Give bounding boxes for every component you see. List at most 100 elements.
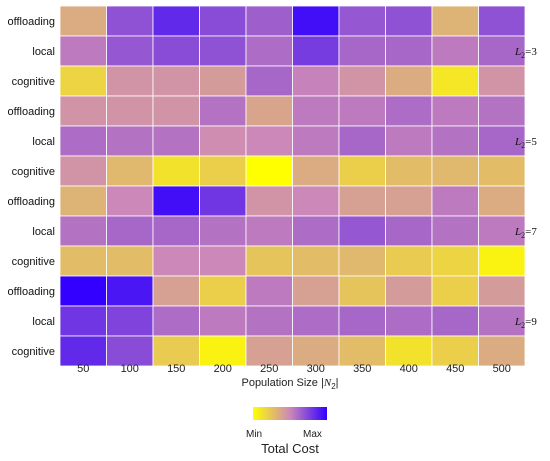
heatmap-cell [199, 125, 247, 157]
heatmap-cell [199, 95, 247, 127]
heatmap-cell [478, 125, 526, 157]
heatmap-cell [106, 185, 154, 217]
heatmap-cell [385, 185, 433, 217]
heatmap-cell [106, 95, 154, 127]
heatmap-cell [431, 125, 479, 157]
heatmap-cell [152, 95, 200, 127]
heatmap-cell [338, 155, 386, 187]
heatmap-cell [292, 5, 340, 37]
heatmap-cell [338, 305, 386, 337]
heatmap-cell [385, 95, 433, 127]
row-label: cognitive [12, 346, 55, 358]
heatmap-cell [106, 305, 154, 337]
heatmap-cell [338, 275, 386, 307]
heatmap-cell [199, 155, 247, 187]
panel: offloading local cognitive L2=7 [7, 185, 537, 277]
heatmap-cell [292, 275, 340, 307]
heatmap-cell [292, 155, 340, 187]
heatmap-cell [199, 35, 247, 67]
heatmap-cell [385, 125, 433, 157]
heatmap-cell [478, 185, 526, 217]
heatmap-cell [59, 125, 107, 157]
heatmap-cell [106, 245, 154, 277]
heatmap-cell [292, 305, 340, 337]
heatmap-cell [106, 65, 154, 97]
row-label: offloading [7, 16, 55, 28]
heatmap-panels: offloading local cognitive L2=3 offloading lo… [7, 5, 537, 367]
heatmap-cell [106, 215, 154, 247]
heatmap-cell [245, 275, 293, 307]
heatmap-cell [152, 125, 200, 157]
heatmap-cell [385, 245, 433, 277]
heatmap-cell [431, 275, 479, 307]
colorbar-max-label: Max [303, 429, 322, 440]
panel-label: L2=3 [514, 46, 537, 60]
x-tick-label: 100 [121, 363, 139, 375]
heatmap-cell [152, 245, 200, 277]
row-label: local [32, 226, 55, 238]
heatmap-cell [59, 95, 107, 127]
heatmap-cell [245, 155, 293, 187]
heatmap-cell [245, 5, 293, 37]
colorbar-min-label: Min [246, 429, 262, 440]
heatmap-cell [338, 95, 386, 127]
heatmap-cell [199, 275, 247, 307]
heatmap-cell [478, 155, 526, 187]
row-label: cognitive [12, 76, 55, 88]
heatmap-cell [59, 245, 107, 277]
heatmap-cell [292, 185, 340, 217]
heatmap-cell [152, 275, 200, 307]
heatmap-cell [338, 335, 386, 367]
heatmap-cell [292, 65, 340, 97]
x-tick-label: 150 [167, 363, 185, 375]
x-tick-label: 50 [77, 363, 89, 375]
heatmap-cell [152, 155, 200, 187]
heatmap-cell [431, 245, 479, 277]
x-axis-label: Population Size |N2| [241, 377, 338, 391]
heatmap-cell [292, 245, 340, 277]
heatmap-cell [59, 335, 107, 367]
x-tick-label: 450 [446, 363, 464, 375]
heatmap-cell [199, 5, 247, 37]
heatmap-cell [245, 95, 293, 127]
heatmap-cell [59, 305, 107, 337]
heatmap-cell [59, 185, 107, 217]
heatmap-cell [431, 155, 479, 187]
heatmap-cell [245, 215, 293, 247]
x-axis-ticks: 50 100 150 200 250 300 350 400 450 500 [77, 363, 511, 375]
row-label: offloading [7, 196, 55, 208]
heatmap-cell [245, 185, 293, 217]
heatmap-cell [152, 5, 200, 37]
x-tick-label: 200 [214, 363, 232, 375]
heatmap-cell [152, 185, 200, 217]
heatmap-cell [106, 35, 154, 67]
heatmap-cell [106, 125, 154, 157]
heatmap-cell [59, 215, 107, 247]
heatmap-cell [478, 5, 526, 37]
heatmap-cell [385, 215, 433, 247]
row-label: cognitive [12, 256, 55, 268]
heatmap-cell [199, 305, 247, 337]
heatmap-cell [431, 305, 479, 337]
panel-label: L2=9 [514, 316, 537, 330]
heatmap-cell [478, 275, 526, 307]
heatmap-cell [385, 5, 433, 37]
heatmap-cell [385, 155, 433, 187]
x-tick-label: 350 [353, 363, 371, 375]
panel-label: L2=5 [514, 136, 537, 150]
panel: offloading local cognitive L2=3 [7, 5, 537, 97]
heatmap-cell [385, 65, 433, 97]
heatmap-cell [199, 65, 247, 97]
heatmap-cell [292, 335, 340, 367]
heatmap-cell [199, 215, 247, 247]
row-label: local [32, 136, 55, 148]
heatmap-cell [431, 35, 479, 67]
heatmap-cell [245, 335, 293, 367]
heatmap-cell [245, 125, 293, 157]
colorbar: Min Max Total Cost [246, 407, 327, 456]
heatmap-cell [152, 305, 200, 337]
x-tick-label: 250 [260, 363, 278, 375]
heatmap-cell [478, 305, 526, 337]
heatmap-cell [59, 155, 107, 187]
